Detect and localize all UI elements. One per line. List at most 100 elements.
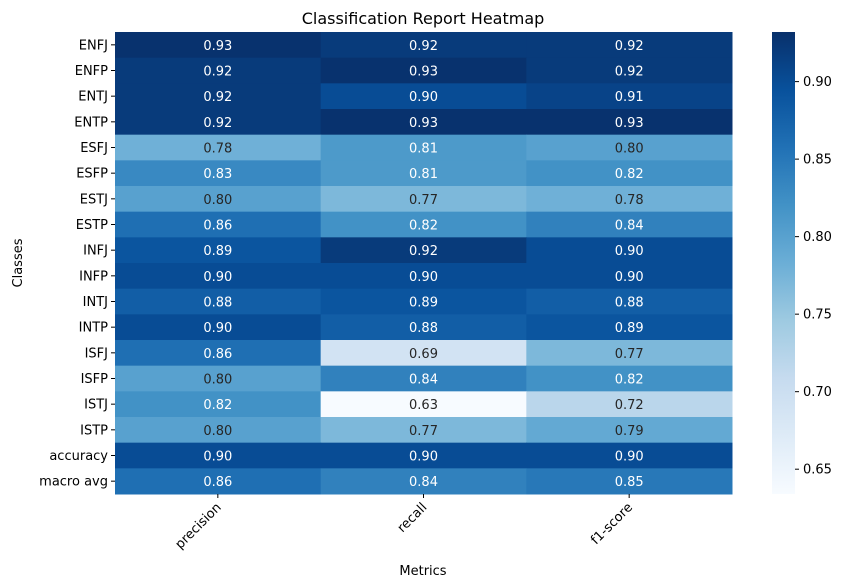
- heatmap-cell: [320, 57, 527, 84]
- heatmap-cell: [115, 442, 322, 469]
- row-tick-label: ISFP: [81, 372, 109, 387]
- cell-value-label: 0.88: [409, 321, 438, 336]
- y-axis-label: Classes: [11, 238, 26, 287]
- cell-value-label: 0.79: [615, 424, 644, 439]
- heatmap-cell: [320, 314, 527, 341]
- cell-value-label: 0.92: [409, 39, 438, 54]
- cell-value-label: 0.90: [615, 244, 644, 259]
- heatmap-cell: [526, 32, 733, 59]
- heatmap-cell: [115, 109, 322, 136]
- cell-value-label: 0.93: [615, 116, 644, 131]
- cell-value-label: 0.80: [203, 424, 232, 439]
- heatmap-cell: [115, 186, 322, 213]
- heatmap-cell: [320, 186, 527, 213]
- heatmap-cell: [115, 468, 322, 495]
- row-tick-label: ESFJ: [80, 141, 108, 156]
- cell-value-label: 0.92: [203, 90, 232, 105]
- heatmap-cell: [115, 314, 322, 341]
- heatmap-cells: 0.93 0.92 0.92 0.92 0.93 0.92 0.92 0.90 0.91 0.92…: [115, 32, 733, 495]
- colorbar-tick-label: 0.80: [803, 230, 832, 245]
- heatmap-cell: [115, 83, 322, 110]
- heatmap-cell: [320, 134, 527, 161]
- cell-value-label: 0.72: [615, 398, 644, 413]
- colorbar-tick-label: 0.85: [803, 153, 832, 168]
- cell-value-label: 0.91: [615, 90, 644, 105]
- heatmap-cell: [115, 417, 322, 444]
- heatmap-cell: [320, 340, 527, 367]
- row-tick-label: INFP: [79, 269, 108, 284]
- heatmap-cell: [115, 365, 322, 392]
- row-tick-label: macro avg: [39, 475, 108, 490]
- row-tick-label: ESFP: [76, 167, 108, 182]
- heatmap-cell: [115, 340, 322, 367]
- cell-value-label: 0.92: [409, 244, 438, 259]
- cell-value-label: 0.93: [203, 39, 232, 54]
- cell-value-label: 0.90: [203, 270, 232, 285]
- colorbar-gradient: [772, 32, 795, 494]
- cell-value-label: 0.78: [203, 142, 232, 157]
- cell-value-label: 0.90: [203, 450, 232, 465]
- heatmap-cell: [526, 340, 733, 367]
- cell-value-label: 0.93: [409, 116, 438, 131]
- heatmap-cell: [320, 391, 527, 418]
- heatmap-cell: [526, 160, 733, 187]
- cell-value-label: 0.92: [615, 65, 644, 80]
- cell-value-label: 0.92: [615, 39, 644, 54]
- heatmap-cell: [526, 314, 733, 341]
- column-tick-label: precision: [173, 500, 225, 552]
- cell-value-label: 0.84: [409, 373, 438, 388]
- heatmap-cell: [526, 186, 733, 213]
- heatmap-cell: [115, 160, 322, 187]
- heatmap-cell: [526, 263, 733, 290]
- cell-value-label: 0.82: [203, 398, 232, 413]
- cell-value-label: 0.81: [409, 142, 438, 157]
- heatmap-cell: [115, 57, 322, 84]
- heatmap-cell: [526, 365, 733, 392]
- cell-value-label: 0.88: [615, 296, 644, 311]
- heatmap-cell: [320, 160, 527, 187]
- cell-value-label: 0.77: [409, 193, 438, 208]
- cell-value-label: 0.86: [203, 347, 232, 362]
- heatmap-cell: [320, 417, 527, 444]
- row-tick-label: ESTJ: [80, 192, 108, 207]
- cell-value-label: 0.90: [203, 321, 232, 336]
- colorbar: 0.65 0.70 0.75 0.80 0.85 0.90: [772, 32, 832, 494]
- heatmap-cell: [526, 468, 733, 495]
- heatmap-cell: [526, 134, 733, 161]
- cell-value-label: 0.92: [203, 65, 232, 80]
- heatmap-cell: [526, 211, 733, 238]
- row-tick-label: INTJ: [83, 295, 108, 310]
- heatmap-cell: [115, 391, 322, 418]
- cell-value-label: 0.77: [409, 424, 438, 439]
- cell-value-label: 0.80: [203, 193, 232, 208]
- row-tick-label: ENTP: [74, 115, 108, 130]
- x-axis-label: Metrics: [399, 564, 446, 579]
- cell-value-label: 0.89: [409, 296, 438, 311]
- row-tick-label: ESTP: [76, 218, 108, 233]
- heatmap-cell: [320, 468, 527, 495]
- cell-value-label: 0.84: [615, 219, 644, 234]
- chart-title: Classification Report Heatmap: [302, 9, 545, 28]
- cell-value-label: 0.69: [409, 347, 438, 362]
- row-tick-label: INTP: [79, 321, 108, 336]
- heatmap-cell: [526, 417, 733, 444]
- row-tick-label: ENFP: [75, 64, 108, 79]
- column-tick-label: recall: [395, 500, 431, 536]
- heatmap-cell: [320, 263, 527, 290]
- cell-value-label: 0.92: [203, 116, 232, 131]
- cell-value-label: 0.90: [615, 450, 644, 465]
- cell-value-label: 0.63: [409, 398, 438, 413]
- heatmap-cell: [115, 134, 322, 161]
- cell-value-label: 0.90: [409, 270, 438, 285]
- heatmap-cell: [526, 288, 733, 315]
- row-tick-label: ENTJ: [78, 90, 108, 105]
- heatmap-cell: [526, 442, 733, 469]
- cell-value-label: 0.82: [615, 167, 644, 182]
- row-tick-label: ISFJ: [85, 346, 108, 361]
- heatmap-cell: [320, 365, 527, 392]
- cell-value-label: 0.82: [615, 373, 644, 388]
- heatmap-cell: [320, 32, 527, 59]
- colorbar-tick-label: 0.90: [803, 75, 832, 90]
- row-tick-label: ISTP: [80, 423, 108, 438]
